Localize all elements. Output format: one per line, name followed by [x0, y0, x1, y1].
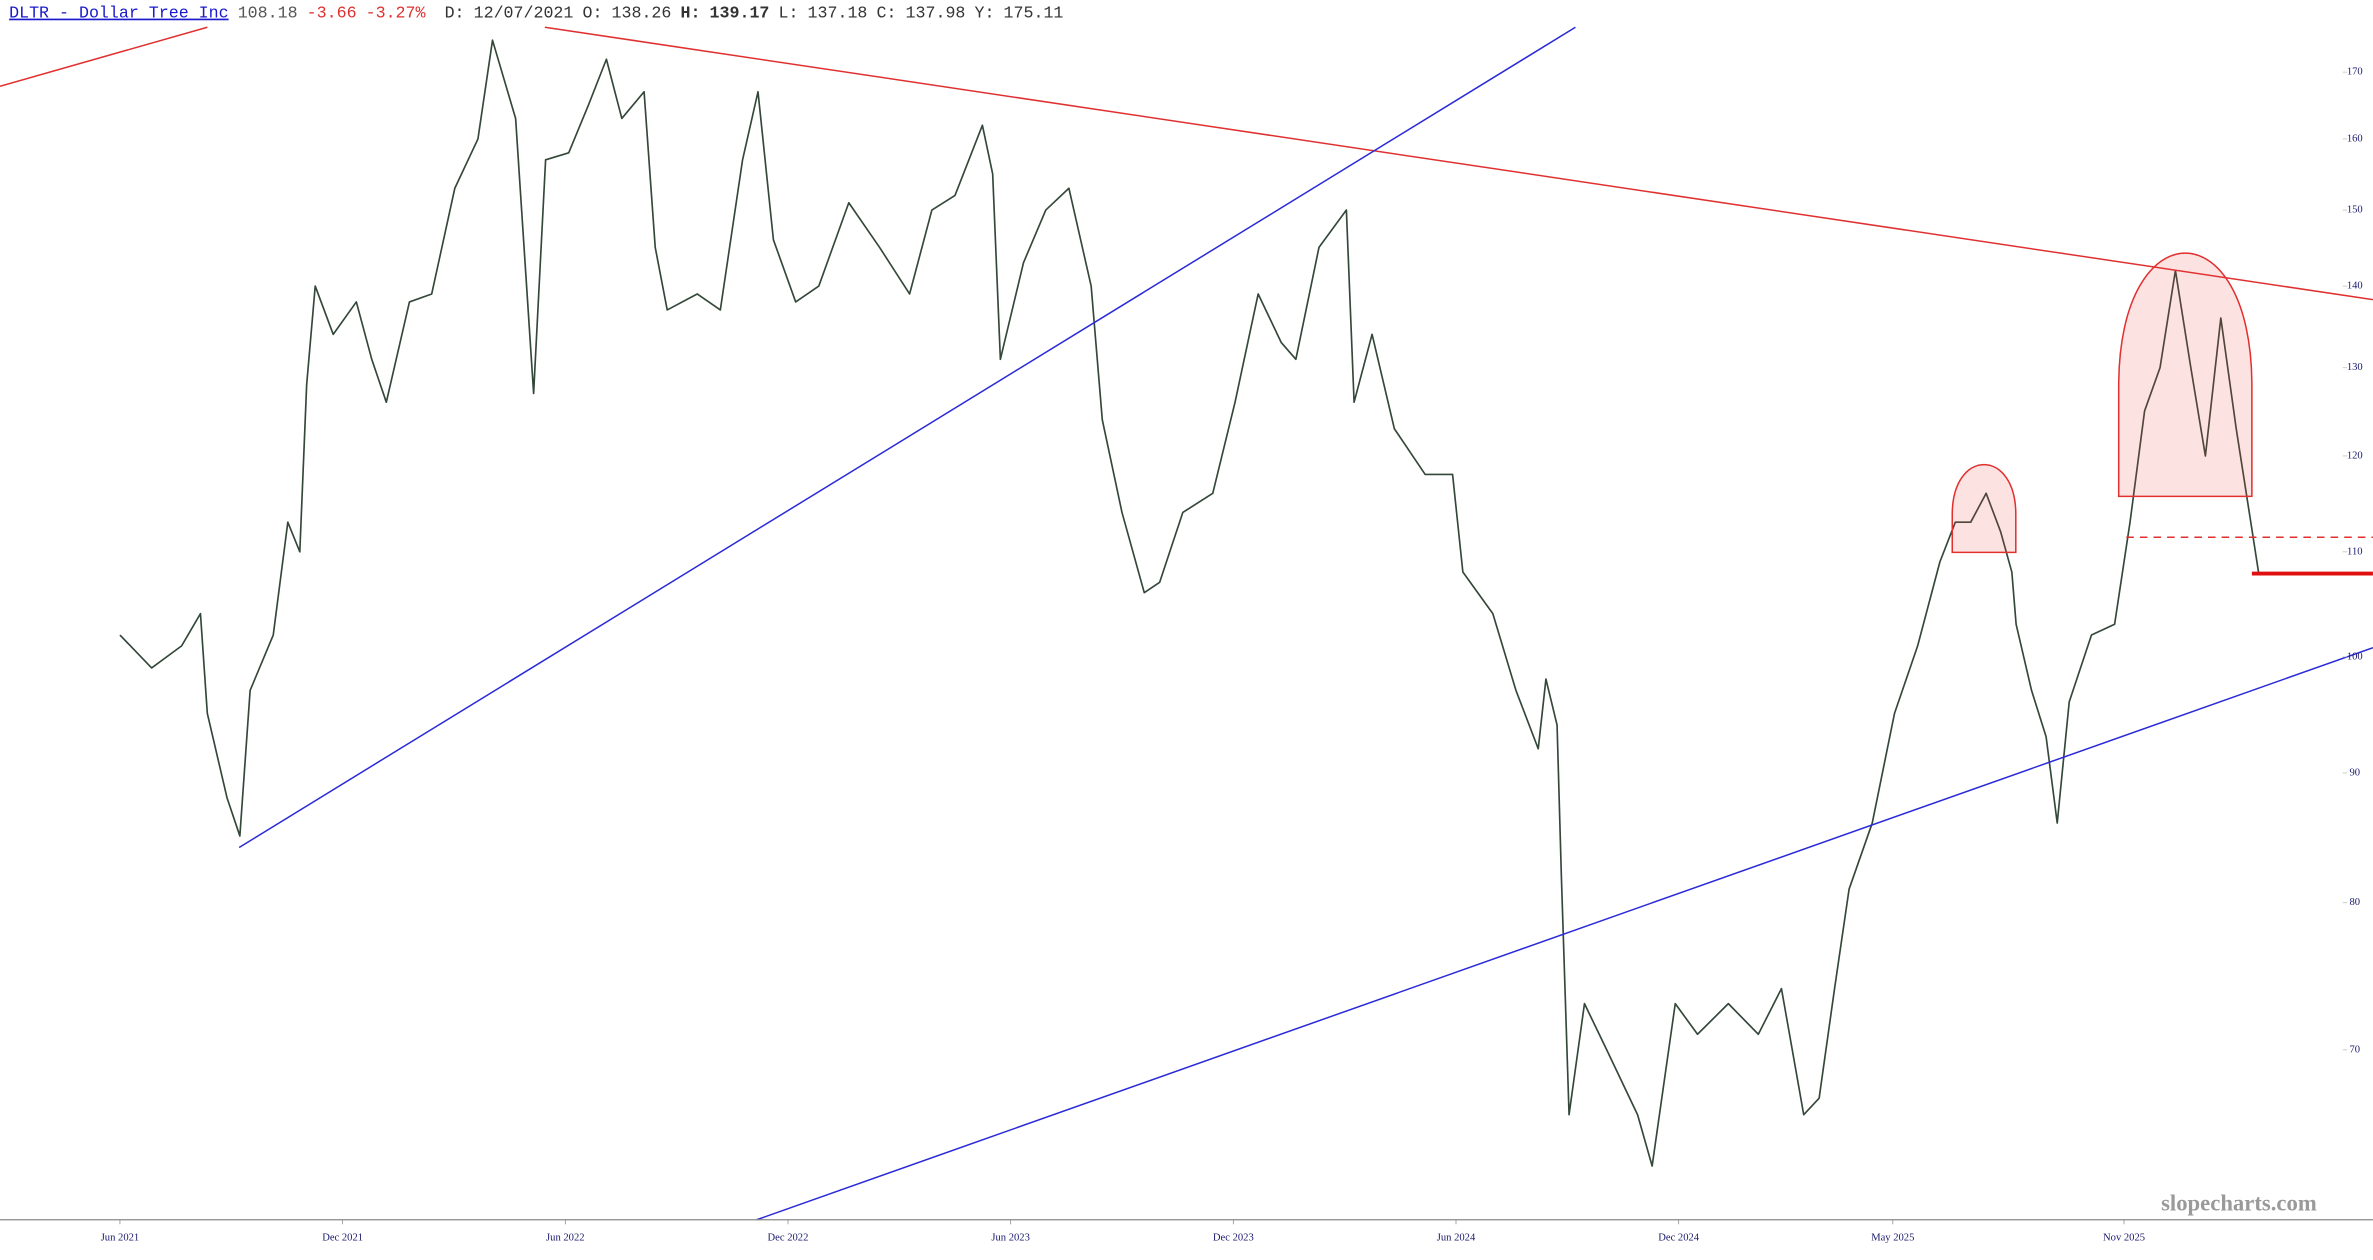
trendline — [544, 26, 2373, 301]
field-label: Y: — [974, 4, 994, 23]
header: DLTR - Dollar Tree Inc 108.18 -3.66 -3.27% … — [9, 4, 1063, 23]
field-label: D: — [445, 4, 465, 23]
y-tick-label: 90 — [2350, 767, 2361, 778]
field-value: 175.11 — [1004, 4, 1064, 23]
trendline — [0, 26, 208, 87]
pattern-shape — [1951, 464, 2017, 554]
field-label: L: — [778, 4, 798, 23]
change: -3.66 — [307, 4, 357, 23]
field-value: 12/07/2021 — [474, 4, 574, 23]
y-tick-label: 70 — [2350, 1044, 2361, 1055]
trendline — [238, 26, 1576, 849]
y-tick-label: 150 — [2347, 204, 2363, 215]
x-tick-label: Dec 2022 — [768, 1232, 809, 1243]
x-tick-label: Jun 2022 — [546, 1232, 585, 1243]
y-tick-label: 80 — [2350, 897, 2361, 908]
field-label: O: — [582, 4, 602, 23]
field-label: H: — [680, 4, 700, 23]
field-value: 139.17 — [710, 4, 770, 23]
drawings — [0, 26, 2373, 1221]
price-line — [119, 39, 2260, 1167]
watermark: slopecharts.com — [2161, 1191, 2317, 1216]
x-tick-label: Jun 2024 — [1437, 1232, 1476, 1243]
x-tick-label: May 2025 — [1871, 1232, 1914, 1243]
y-tick-label: 100 — [2347, 651, 2363, 662]
symbol-name[interactable]: DLTR - Dollar Tree Inc — [9, 4, 229, 23]
trendline — [756, 646, 2373, 1221]
x-tick-label: Nov 2025 — [2103, 1232, 2145, 1243]
x-tick-label: Dec 2021 — [322, 1232, 363, 1243]
y-tick-label: 130 — [2347, 362, 2363, 373]
field-label: C: — [876, 4, 896, 23]
y-tick-label: 170 — [2347, 67, 2363, 78]
change-pct: -3.27% — [366, 4, 426, 23]
x-tick-label: Dec 2023 — [1213, 1232, 1254, 1243]
y-tick-label: 160 — [2347, 133, 2363, 144]
last-price: 108.18 — [238, 4, 298, 23]
x-tick-label: Jun 2023 — [991, 1232, 1030, 1243]
y-tick-label: 120 — [2347, 450, 2363, 461]
y-tick-label: 110 — [2347, 546, 2362, 557]
x-tick-label: Jun 2021 — [101, 1232, 140, 1243]
y-tick-label: 140 — [2347, 281, 2363, 292]
field-value: 137.18 — [808, 4, 868, 23]
field-value: 138.26 — [612, 4, 672, 23]
x-tick-label: Dec 2024 — [1658, 1232, 1700, 1243]
pattern-shape — [2117, 252, 2253, 498]
field-value: 137.98 — [906, 4, 966, 23]
